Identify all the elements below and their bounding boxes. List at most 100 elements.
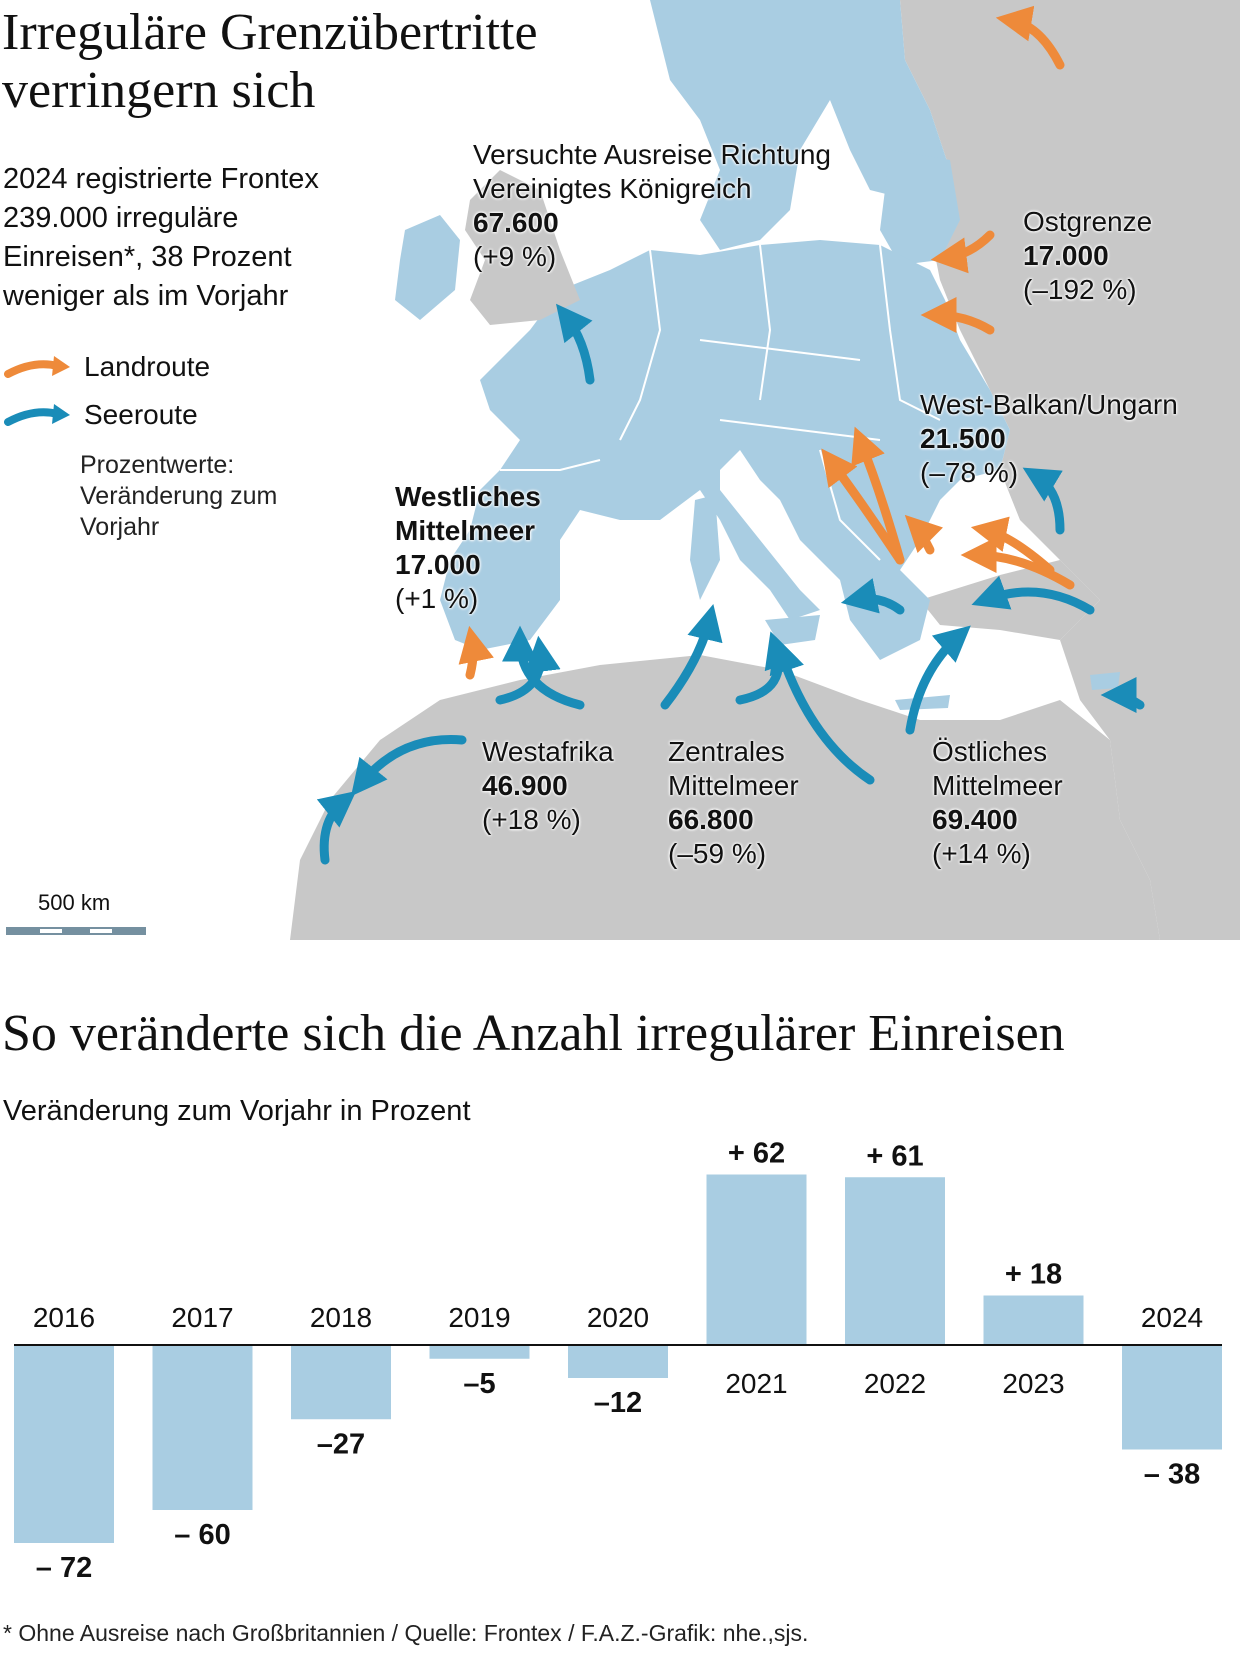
value-label-2019: –5 <box>463 1368 495 1400</box>
map-title: Irreguläre Grenzübertritte verringern si… <box>2 4 538 120</box>
chart-title: So veränderte sich die Anzahl irreguläre… <box>2 1005 1065 1062</box>
land-route-ceuta <box>458 625 494 680</box>
bar-2016 <box>14 1345 114 1543</box>
route-central-med-change: (–59 %) <box>668 838 767 869</box>
category-label-2017: 2017 <box>171 1302 233 1333</box>
land-route-turkey-2 <box>970 516 1055 575</box>
legend-land-label: Landroute <box>84 351 211 382</box>
chart-subtitle: Veränderung zum Vorjahr in Prozent <box>3 1095 471 1127</box>
bar-group <box>14 1174 1222 1543</box>
category-label-2018: 2018 <box>310 1302 372 1333</box>
legend-sea: Seeroute <box>4 391 210 439</box>
route-east-med-change: (+14 %) <box>932 838 1031 869</box>
intro-text: 2024 registrierte Frontex 239.000 irregu… <box>3 163 319 312</box>
sea-route-black-sea <box>1022 467 1065 535</box>
legend-land: Landroute <box>4 343 210 391</box>
value-label-2023: + 18 <box>1005 1259 1062 1291</box>
sea-route-channel <box>556 303 595 385</box>
route-east-med-name-1: Östliches <box>932 736 1048 767</box>
map-title-line-2: verringern sich <box>2 62 316 119</box>
sea-route-east-med-3 <box>840 578 905 615</box>
land-route-east-2 <box>920 297 995 335</box>
bar-2021 <box>706 1174 807 1345</box>
map-title-line-1: Irreguläre Grenzübertritte <box>2 4 538 61</box>
category-label-2021: 2021 <box>725 1368 787 1399</box>
sea-route-central-med-3 <box>769 636 875 785</box>
route-label-central-med: Zentrales Mittelmeer 66.800 (–59 %) <box>668 735 799 871</box>
route-uk-change: (+9 %) <box>473 241 557 272</box>
sea-route-west-africa-1 <box>350 735 467 797</box>
route-west-med-change: (+1 %) <box>395 583 479 614</box>
land-route-balkan-1 <box>851 426 905 565</box>
route-label-balkan: West-Balkan/Ungarn 21.500 (–78 %) <box>920 388 1178 490</box>
uk-land <box>465 170 580 325</box>
route-central-med-value: 66.800 <box>668 804 754 835</box>
legend: Landroute Seeroute <box>4 343 210 439</box>
sea-route-east-med-2 <box>971 575 1095 615</box>
legend-sea-label: Seeroute <box>84 399 198 430</box>
sea-route-east-med-1 <box>905 625 971 735</box>
land-route-east-1 <box>930 230 995 274</box>
map-panel: Irreguläre Grenzübertritte verringern si… <box>2 0 1240 940</box>
label-group: 2016 – 72 2017 – 60 2018 –27 2019 –5 2020 –12 2021… <box>33 1138 1203 1585</box>
bar-2017 <box>152 1345 253 1510</box>
bar-2020 <box>568 1345 668 1378</box>
bar-2018 <box>291 1345 391 1420</box>
category-label-2024: 2024 <box>1141 1302 1203 1333</box>
route-uk-name-2: Vereinigtes Königreich <box>473 173 752 204</box>
route-east-med-value: 69.400 <box>932 804 1018 835</box>
sea-route-west-africa-2 <box>316 790 357 865</box>
sea-arrow-icon <box>4 404 70 426</box>
category-label-2020: 2020 <box>587 1302 649 1333</box>
value-label-2024: – 38 <box>1144 1459 1200 1491</box>
value-label-2021: + 62 <box>728 1138 785 1170</box>
footnote: * Ohne Ausreise nach Großbritannien / Qu… <box>3 1620 809 1646</box>
route-west-africa-change: (+18 %) <box>482 804 581 835</box>
bar-2019 <box>429 1345 530 1359</box>
route-central-med-name-1: Zentrales <box>668 736 785 767</box>
scale-bar <box>6 927 146 935</box>
bar-2022 <box>845 1177 945 1345</box>
route-central-med-name-2: Mittelmeer <box>668 770 799 801</box>
land-route-balkan-2 <box>821 448 905 565</box>
value-label-2016: – 72 <box>36 1552 92 1584</box>
sea-route-cyprus <box>1100 677 1145 714</box>
route-balkan-value: 21.500 <box>920 423 1006 454</box>
scale-label: 500 km <box>38 890 111 915</box>
land-route-arctic <box>995 5 1065 70</box>
route-uk-value: 67.600 <box>473 207 559 238</box>
route-west-africa-value: 46.900 <box>482 770 568 801</box>
route-balkan-change: (–78 %) <box>920 457 1019 488</box>
value-label-2020: –12 <box>594 1387 642 1419</box>
land-route-greece <box>904 514 944 555</box>
category-label-2019: 2019 <box>448 1302 510 1333</box>
route-east-value: 17.000 <box>1023 240 1109 271</box>
route-east-change: (–192 %) <box>1023 274 1137 305</box>
bar-chart: 2016 – 72 2017 – 60 2018 –27 2019 –5 2020 –12 2021… <box>14 1138 1222 1585</box>
route-west-med-name-1: Westliches <box>395 481 541 512</box>
route-label-east-med: Östliches Mittelmeer 69.400 (+14 %) <box>932 735 1063 871</box>
route-balkan-name: West-Balkan/Ungarn <box>920 389 1178 420</box>
route-label-east: Ostgrenze 17.000 (–192 %) <box>1023 205 1152 307</box>
category-label-2022: 2022 <box>864 1368 926 1399</box>
value-label-2017: – 60 <box>174 1519 230 1551</box>
category-label-2023: 2023 <box>1002 1368 1064 1399</box>
route-east-med-name-2: Mittelmeer <box>932 770 1063 801</box>
value-label-2018: –27 <box>317 1428 365 1460</box>
bar-2024 <box>1122 1345 1222 1450</box>
sea-route-central-med-1 <box>660 603 723 710</box>
sea-route-west-med-2 <box>495 635 561 705</box>
land-route-turkey-1 <box>960 537 1075 590</box>
route-west-med-value: 17.000 <box>395 549 481 580</box>
land-routes <box>458 5 1075 680</box>
route-label-west-africa: Westafrika 46.900 (+18 %) <box>482 735 614 837</box>
value-label-2022: + 61 <box>866 1140 923 1172</box>
route-label-west-med: Westliches Mittelmeer 17.000 (+1 %) <box>395 480 541 616</box>
route-west-med-name-2: Mittelmeer <box>395 515 536 546</box>
route-uk-name-1: Versuchte Ausreise Richtung <box>473 139 831 170</box>
land-arrow-icon <box>4 356 70 378</box>
europe-map <box>6 0 1240 940</box>
category-label-2016: 2016 <box>33 1302 95 1333</box>
route-east-name: Ostgrenze <box>1023 206 1153 237</box>
route-west-africa-name: Westafrika <box>482 736 614 767</box>
